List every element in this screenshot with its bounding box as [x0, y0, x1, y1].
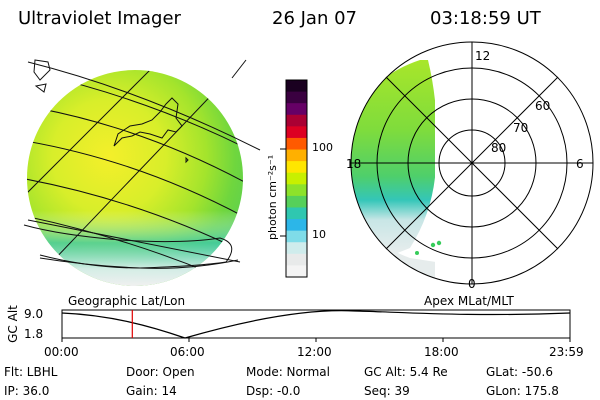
altitude-xtick-1800: 18:00	[424, 345, 459, 359]
colorbar-swatch	[286, 149, 307, 162]
altitude-curve	[61, 310, 571, 339]
colorbar-swatch	[286, 80, 307, 93]
status-gain: Gain: 14	[126, 384, 177, 398]
polar-image: 12 18 6 0 60 70 80	[346, 41, 594, 291]
status-glon: GLon: 175.8	[486, 384, 559, 398]
altitude-xtick-0600: 06:00	[170, 345, 205, 359]
observation-date: 26 Jan 07	[272, 8, 357, 29]
colorbar-swatch	[286, 219, 307, 232]
mlat-label-70: 70	[513, 121, 528, 135]
status-seq: Seq: 39	[364, 384, 410, 398]
colorbar-swatch	[286, 126, 307, 139]
altitude-ytick-low: 1.8	[24, 327, 44, 341]
altitude-xtick-2359: 23:59	[549, 345, 584, 359]
status-door: Door: Open	[126, 365, 195, 379]
mlt-label-0: 0	[468, 277, 476, 291]
colorbar-swatch	[286, 137, 307, 151]
mlt-label-18: 18	[346, 157, 361, 171]
mlat-label-60: 60	[535, 99, 550, 113]
colorbar-swatch	[286, 103, 307, 116]
altitude-xtick-1200: 12:00	[297, 345, 332, 359]
status-mode: Mode: Normal	[246, 365, 330, 379]
status-dsp: Dsp: -0.0	[246, 384, 301, 398]
colorbar-label-10: 10	[312, 228, 326, 241]
status-ip: IP: 36.0	[4, 384, 50, 398]
colorbar-swatch	[286, 242, 307, 255]
status-glat: GLat: -50.6	[486, 365, 553, 379]
colorbar-swatch	[286, 161, 307, 174]
colorbar-swatch	[286, 184, 307, 197]
colorbar-swatch	[286, 172, 307, 185]
geographic-image	[23, 59, 261, 286]
status-gc-alt: GC Alt: 5.4 Re	[364, 365, 448, 379]
status-filter: Flt: LBHL	[4, 365, 58, 379]
colorbar-swatch	[286, 230, 307, 243]
colorbar-label-100: 100	[312, 141, 333, 154]
mlat-mlt-grid	[350, 41, 594, 285]
right-projection-label: Apex MLat/MLT	[424, 294, 514, 308]
coastlines	[23, 59, 239, 269]
altitude-xtick-0000: 00:00	[44, 345, 79, 359]
altitude-ytick-high: 9.0	[24, 307, 44, 321]
colorbar-swatch	[286, 207, 307, 220]
colorbar-swatch	[286, 114, 307, 127]
imager-title: Ultraviolet Imager	[18, 8, 181, 29]
left-projection-label: Geographic Lat/Lon	[68, 294, 186, 308]
colorbar-swatch	[286, 253, 307, 267]
colorbar: 100 10 photon cm⁻²s⁻¹	[266, 79, 333, 278]
observation-time: 03:18:59 UT	[430, 8, 541, 29]
colorbar-swatch	[286, 195, 307, 209]
colorbar-unit-label: photon cm⁻²s⁻¹	[266, 155, 279, 240]
altitude-plot	[61, 309, 571, 342]
altitude-ylabel: GC Alt	[5, 305, 20, 343]
mlt-label-6: 6	[576, 157, 584, 171]
mlt-label-12: 12	[475, 49, 490, 63]
colorbar-swatch	[286, 265, 307, 278]
mlat-label-80: 80	[491, 141, 506, 155]
colorbar-swatch	[286, 91, 307, 104]
